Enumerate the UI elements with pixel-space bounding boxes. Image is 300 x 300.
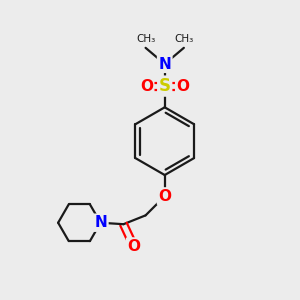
Text: CH₃: CH₃ <box>174 34 194 44</box>
Text: O: O <box>140 79 153 94</box>
Text: O: O <box>127 239 140 254</box>
Text: O: O <box>158 189 171 204</box>
Text: CH₃: CH₃ <box>136 34 155 44</box>
Text: N: N <box>94 215 107 230</box>
Text: O: O <box>176 79 190 94</box>
Text: S: S <box>159 77 171 95</box>
Text: N: N <box>94 215 107 230</box>
Text: N: N <box>158 56 171 71</box>
